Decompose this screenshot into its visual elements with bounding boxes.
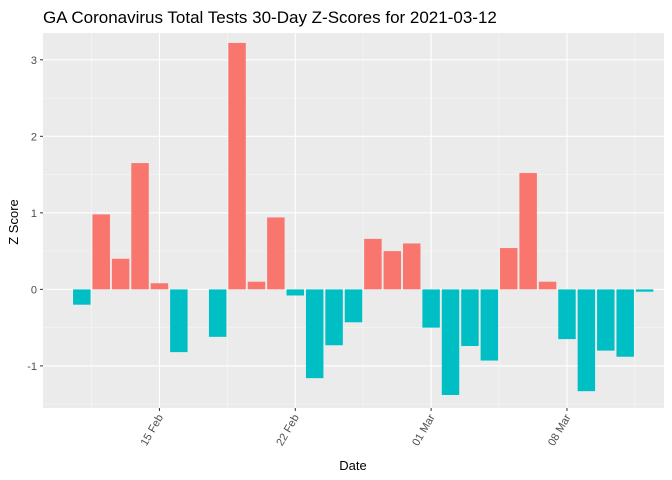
bar — [635, 289, 654, 292]
chart-title: GA Coronavirus Total Tests 30-Day Z-Scor… — [43, 8, 497, 27]
bar — [441, 289, 460, 395]
y-axis: -1 0 1 2 3 — [27, 55, 43, 373]
bar — [247, 281, 266, 290]
bar — [267, 217, 285, 290]
y-tick-label: -1 — [27, 361, 37, 373]
bar — [480, 289, 499, 361]
x-tick-label: 22 Feb — [274, 413, 302, 449]
x-tick-label: 15 Feb — [139, 413, 167, 449]
bar — [577, 289, 596, 392]
bar — [519, 173, 537, 290]
bar — [170, 289, 188, 353]
y-axis-title: Z Score — [6, 199, 21, 245]
bar — [286, 289, 305, 296]
bar — [73, 289, 91, 305]
bar — [364, 238, 382, 290]
x-axis: 15 Feb 22 Feb 01 Mar 08 Mar — [139, 408, 574, 448]
bar — [597, 289, 615, 351]
bar — [383, 251, 402, 290]
y-tick-label: 2 — [31, 131, 37, 143]
bar — [402, 243, 421, 290]
bar — [325, 289, 343, 346]
bar — [111, 258, 130, 290]
y-tick-label: 3 — [31, 55, 37, 67]
bar — [228, 42, 246, 290]
bar — [305, 289, 324, 379]
bar — [344, 289, 363, 323]
bar — [461, 289, 479, 347]
bars — [73, 42, 654, 395]
x-tick-label: 01 Mar — [410, 412, 438, 448]
bar — [92, 214, 110, 290]
bar — [208, 289, 227, 337]
bar — [558, 289, 576, 340]
bar — [131, 163, 149, 290]
bar — [500, 248, 518, 290]
y-tick-label: 0 — [31, 284, 37, 296]
x-tick-label: 08 Mar — [546, 412, 574, 448]
bar — [538, 281, 557, 290]
bar — [422, 289, 440, 328]
bar — [616, 289, 634, 357]
x-axis-title: Date — [339, 458, 366, 473]
y-tick-label: 1 — [31, 208, 37, 220]
bar — [150, 283, 169, 290]
